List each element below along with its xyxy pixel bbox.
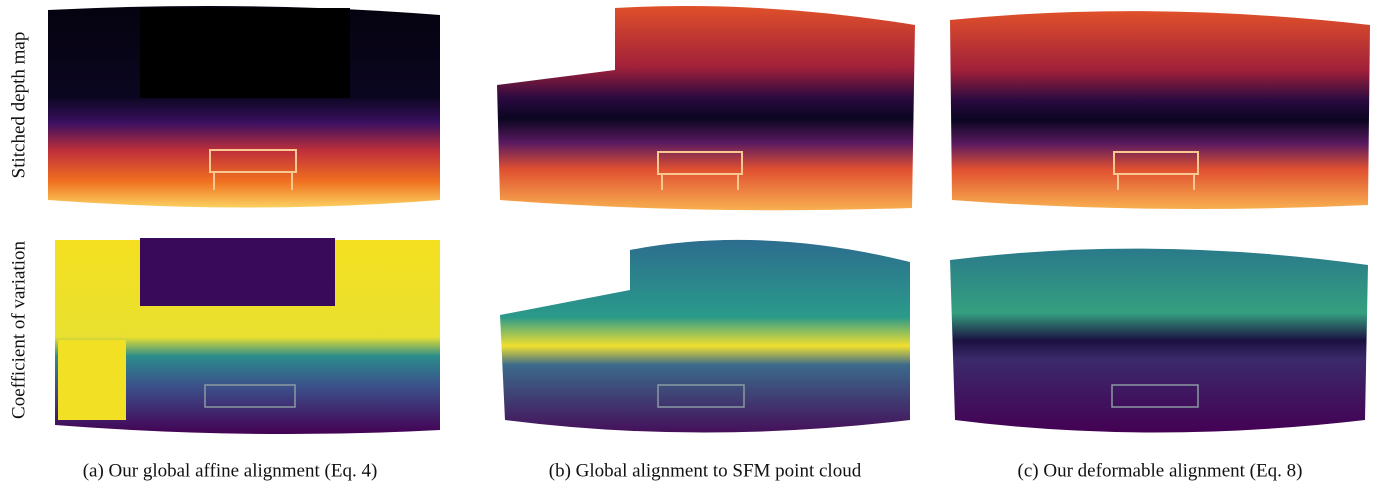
yellow-patch	[58, 340, 126, 420]
caption: (a) Our global affine alignment (Eq. 4)	[83, 460, 378, 481]
caption: (b) Global alignment to SFM point cloud	[549, 460, 862, 481]
depth-map-image	[950, 11, 1370, 209]
row-label: Coefficient of variation	[8, 241, 29, 419]
bench	[209, 149, 1199, 190]
caption: (c) Our deformable alignment (Eq. 8)	[1018, 460, 1303, 481]
dark-region	[140, 238, 335, 306]
dark-region	[140, 8, 350, 98]
depth-map-image	[497, 6, 915, 211]
variation-image	[500, 239, 910, 433]
variation-image	[950, 248, 1368, 433]
row-label: Stitched depth map	[8, 32, 29, 179]
bench	[204, 384, 1199, 408]
